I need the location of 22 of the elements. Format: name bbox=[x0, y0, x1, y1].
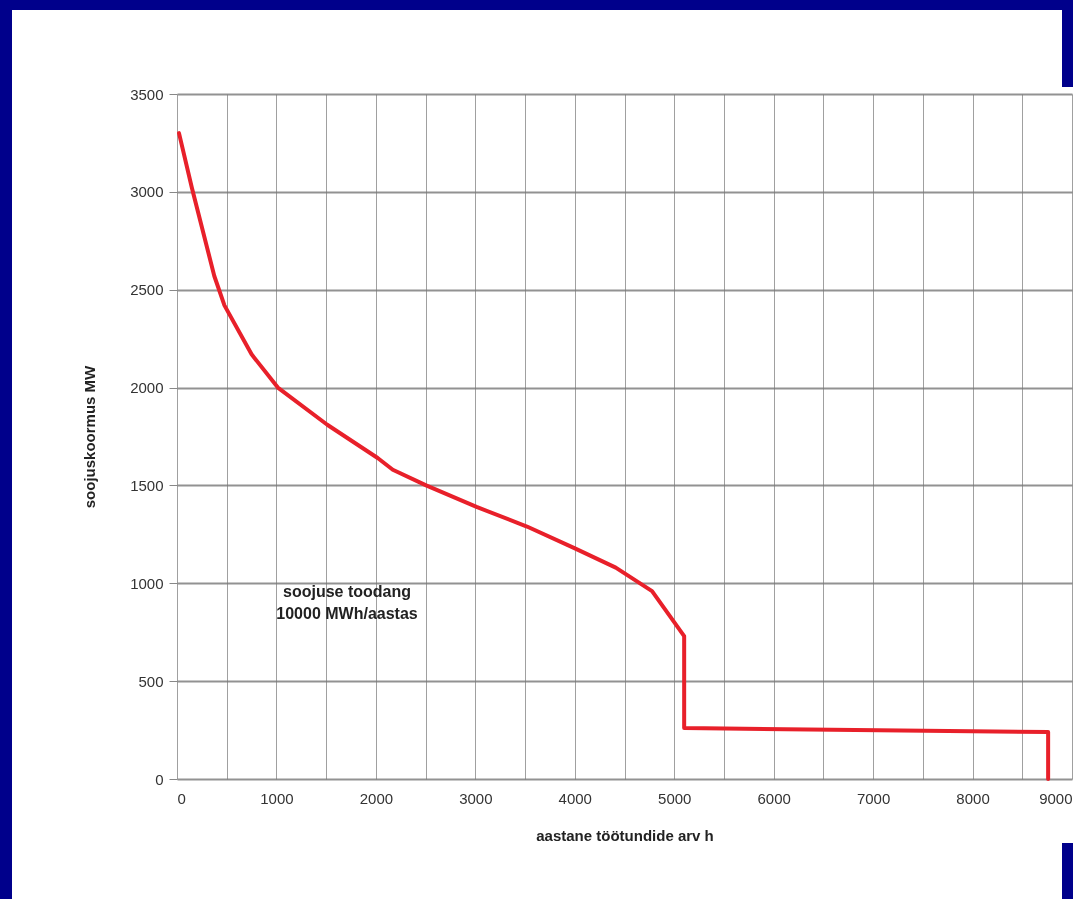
y-tick-label: 2000 bbox=[130, 379, 164, 397]
x-tick-label: 4000 bbox=[558, 789, 592, 807]
x-axis-title: aastane töötundide arv h bbox=[536, 826, 714, 844]
y-tick-label: 2500 bbox=[130, 281, 164, 299]
y-tick-label: 1000 bbox=[130, 574, 164, 592]
x-tick-label: 9000 bbox=[1039, 789, 1073, 807]
x-tick-label: 8000 bbox=[956, 789, 990, 807]
y-tick-label: 3500 bbox=[130, 85, 164, 103]
annotation: soojuse toodang 10000 MWh/aastas bbox=[276, 583, 418, 622]
x-tick-label: 0 bbox=[177, 789, 186, 807]
y-axis-title: soojuskoormus MW bbox=[81, 364, 99, 509]
x-tick-label: 5000 bbox=[658, 789, 692, 807]
y-tick-label: 1500 bbox=[130, 476, 164, 494]
x-tick-label: 3000 bbox=[459, 789, 493, 807]
y-tick-label: 3000 bbox=[130, 183, 164, 201]
x-tick-label: 6000 bbox=[757, 789, 791, 807]
line-series bbox=[176, 131, 1051, 781]
y-tick-label: 500 bbox=[138, 672, 164, 690]
x-tick-label: 2000 bbox=[359, 789, 394, 807]
y-tick-label: 0 bbox=[155, 770, 164, 788]
x-tick-label: 1000 bbox=[260, 789, 294, 807]
x-tick-label: 7000 bbox=[856, 789, 891, 807]
